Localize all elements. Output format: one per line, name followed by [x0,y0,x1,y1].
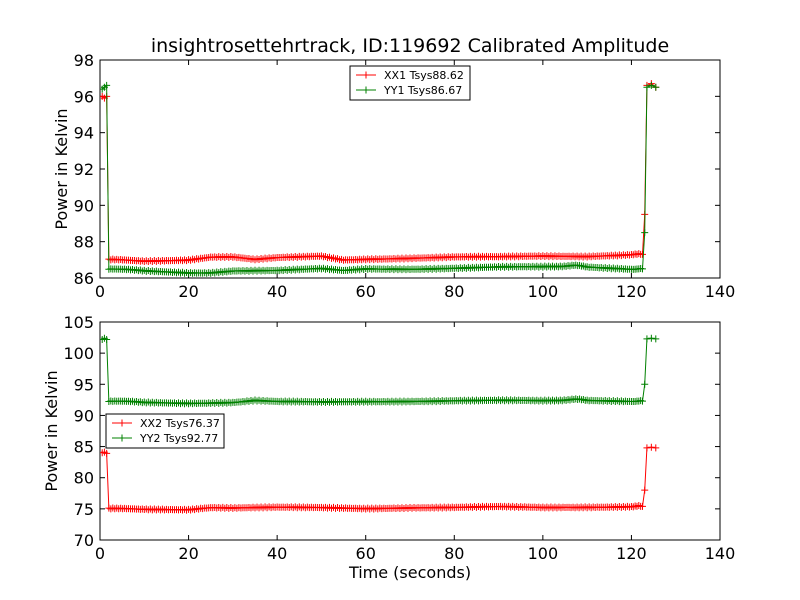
y-axis-label: Power in Kelvin [52,108,71,229]
series-group [100,334,660,514]
series-markers-2 [100,334,660,408]
x-tick-label: 100 [528,544,559,563]
chart-1: 0 20 40 60 80 100 120 140 86 88 90 92 94 96 98 insightr… [52,35,735,301]
y-tick-label: 100 [63,344,94,363]
data-point-marker [639,397,646,405]
legend-entry-label: XX2 Tsys76.37 [140,417,220,430]
x-tick-label: 80 [444,282,464,301]
x-tick-label: 0 [95,282,105,301]
y-tick-label: 70 [74,531,94,550]
data-point-marker [639,265,646,273]
legend-box [105,413,225,449]
data-point-marker [103,81,111,89]
chart-title: insightrosettehrtrack, ID:119692 Calibra… [151,35,669,57]
data-point-marker [647,81,655,89]
y-tick-label: 96 [74,87,94,106]
data-point-marker [652,335,660,343]
legend-entry-label: YY2 Tsys92.77 [139,432,218,445]
legend: XX2 Tsys76.37 YY2 Tsys92.77 [105,413,225,449]
x-tick-label: 120 [616,282,647,301]
x-tick-label: 40 [267,544,287,563]
y-tick-label: 92 [74,160,94,179]
x-tick-label: 60 [356,282,376,301]
x-tick-label: 20 [178,282,198,301]
series-group [100,80,660,277]
data-point-marker [647,334,655,342]
legend-box [349,65,471,101]
y-tick-label: 105 [63,313,94,332]
y-tick-label: 90 [74,406,94,425]
data-point-marker [639,502,646,510]
x-tick-label: 0 [95,544,105,563]
y-tick-label: 98 [74,51,94,70]
legend-swatch-marker [362,86,370,94]
x-tick-label: 140 [705,544,736,563]
y-tick-label: 95 [74,375,94,394]
y-tick-label: 85 [74,438,94,457]
chart-2: 0 20 40 60 80 100 120 140 70 75 80 85 90 95 100 105 Powe… [42,313,735,582]
data-point-marker [641,229,649,237]
legend: XX1 Tsys88.62 YY1 Tsys86.67 [349,65,471,101]
x-tick-label: 80 [444,544,464,563]
legend-entry-label: YY1 Tsys86.67 [383,84,462,97]
legend-swatch-marker [118,434,126,442]
data-point-marker [643,335,651,343]
data-point-marker [641,380,649,388]
x-tick-label: 20 [178,544,198,563]
data-point-marker [647,443,655,451]
y-axis-label: Power in Kelvin [42,370,61,491]
data-point-marker [643,444,651,452]
y-tick-label: 90 [74,196,94,215]
y-tick-label: 88 [74,233,94,252]
series-markers-2 [100,81,660,277]
data-point-marker [103,449,111,457]
x-tick-label: 40 [267,282,287,301]
y-tick-label: 94 [74,124,94,143]
y-tick-label: 80 [74,469,94,488]
x-tick-label: 60 [356,544,376,563]
legend-swatch-marker [362,71,370,79]
data-point-marker [643,83,651,91]
x-tick-label: 140 [705,282,736,301]
series-markers-1 [100,80,660,265]
series-markers-1 [100,443,660,514]
legend-entry-label: XX1 Tsys88.62 [384,69,464,82]
y-tick-label: 86 [74,269,94,288]
x-tick-label: 100 [528,282,559,301]
data-point-marker [652,444,660,452]
legend-swatch-marker [118,419,126,427]
x-axis-label: Time (seconds) [348,563,471,582]
data-point-marker [103,335,111,343]
x-tick-label: 120 [616,544,647,563]
data-point-marker [652,83,660,91]
data-point-marker [639,250,646,258]
charts: 0 20 40 60 80 100 120 140 86 88 90 92 94 96 98 insightr… [42,35,735,582]
data-point-marker [641,486,649,494]
y-tick-label: 75 [74,500,94,519]
